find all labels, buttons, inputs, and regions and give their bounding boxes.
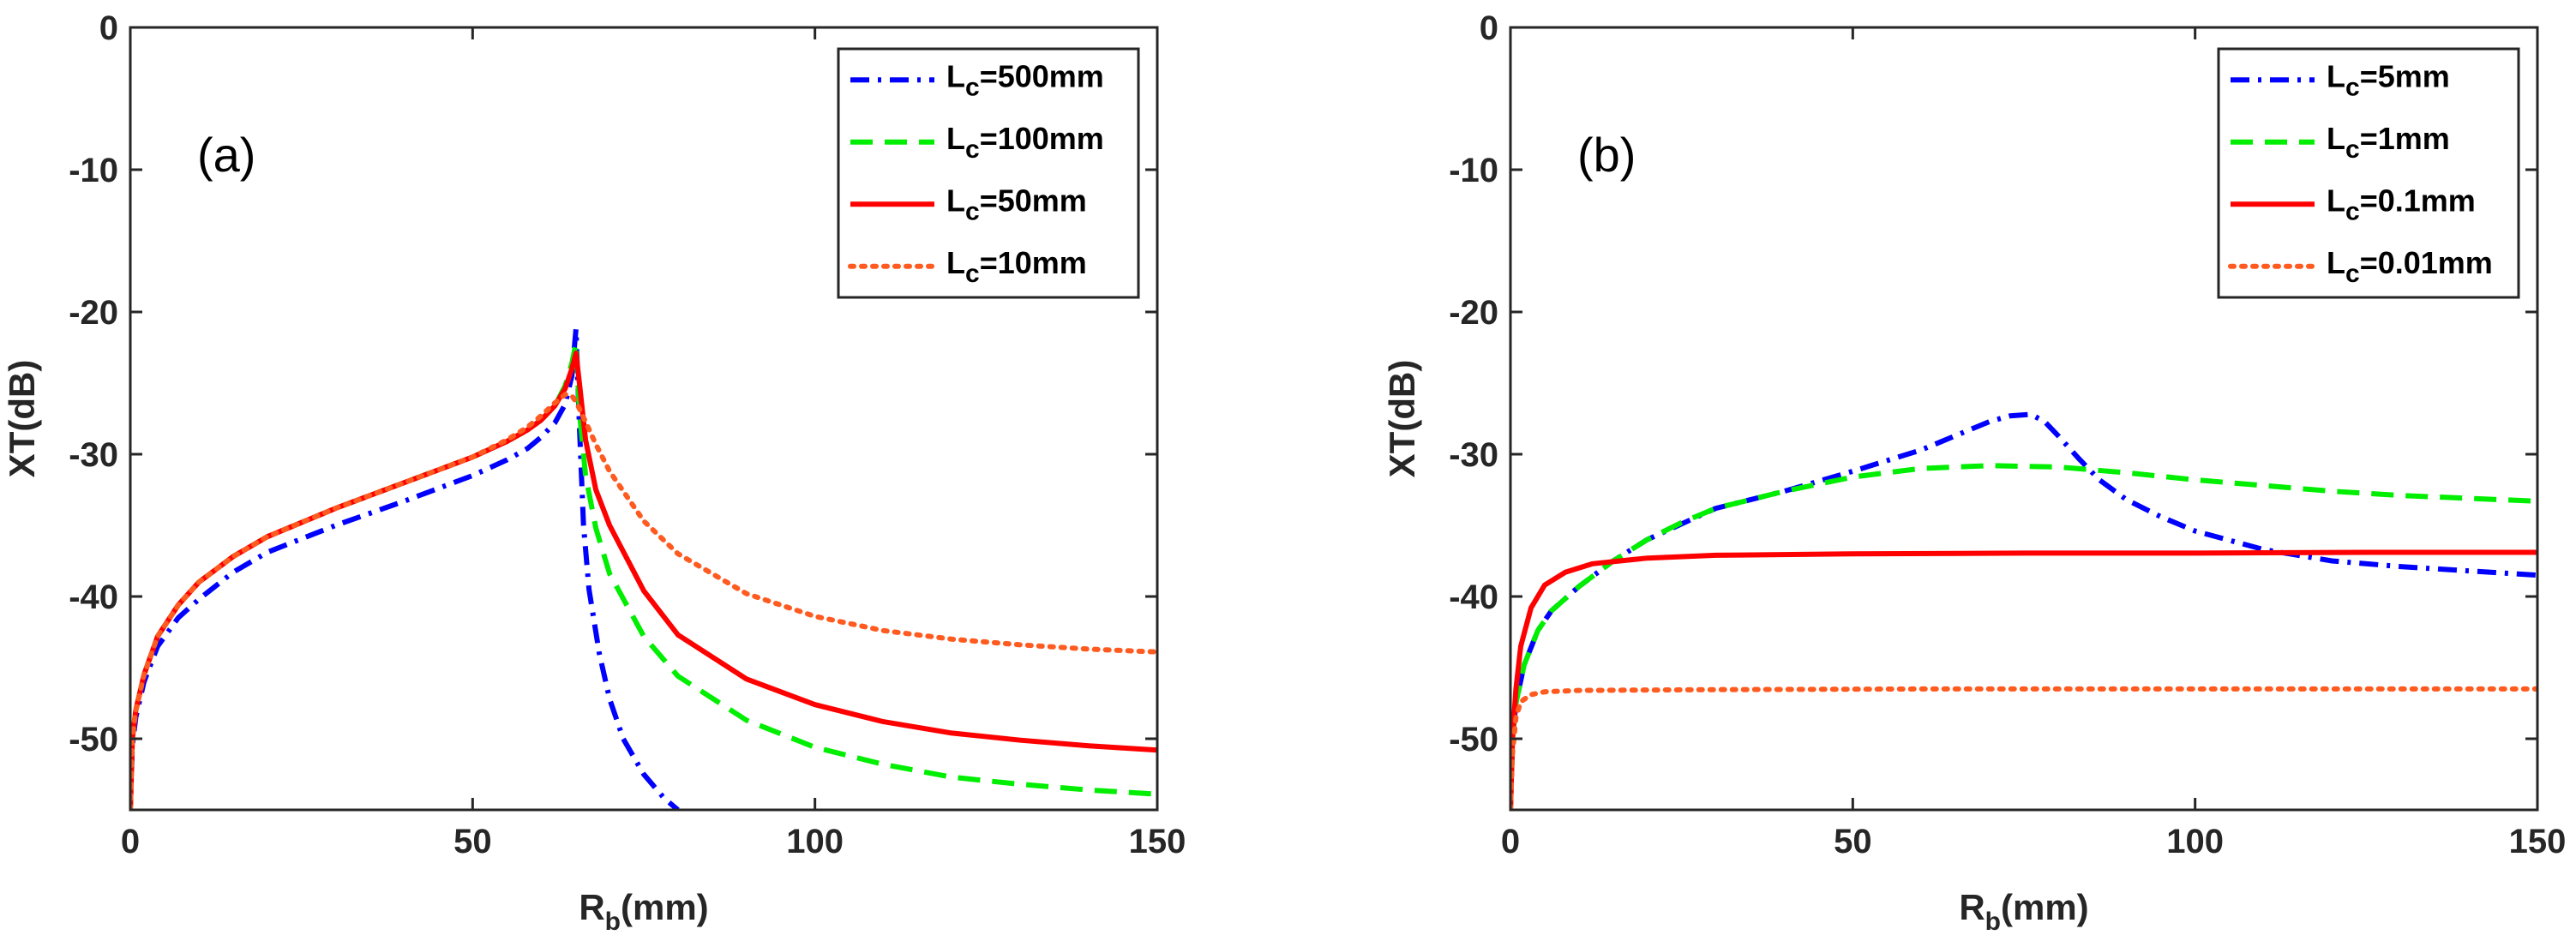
legend-entry-sub: c [2345, 260, 2360, 288]
x-tick-label: 100 [786, 823, 844, 860]
legend-entry-sub: c [2345, 73, 2360, 101]
y-tick-label: -40 [69, 578, 118, 616]
chart-panel-b: 0 -10 -20 -30 -40 -50 0 50 100 150 Rb(mm) XT(dB) (b)… [1382, 9, 2566, 936]
x-tick-label: 50 [1834, 823, 1872, 860]
x-axis-label-sub: b [1985, 908, 2001, 936]
y-tick-label: -10 [69, 152, 118, 189]
x-axis-label-unit: (mm) [2001, 887, 2089, 927]
y-tick-label: 0 [1480, 9, 1498, 47]
y-axis-label: XT(dB) [2, 360, 42, 478]
y-tick-label: -20 [1449, 294, 1498, 332]
legend-entry-sub: c [965, 73, 980, 101]
legend-entry-rest: =100mm [980, 121, 1104, 156]
panel-label: (b) [1577, 128, 1636, 182]
panel-label: (a) [197, 128, 255, 182]
legend-entry-rest: =50mm [980, 183, 1087, 218]
series-line-2 [130, 351, 1157, 810]
legend-entry-rest: =0.1mm [2360, 183, 2476, 218]
y-tick-label: -10 [1449, 152, 1498, 189]
legend-entry-3: Lc=0.01mm [2327, 245, 2493, 288]
x-axis-label-unit: (mm) [621, 887, 709, 927]
y-tick-label: -50 [1449, 721, 1498, 758]
series-line-2 [1510, 549, 2537, 810]
x-tick-label: 0 [121, 823, 140, 860]
legend-entry-main: L [2327, 183, 2345, 218]
axes-box [129, 26, 1159, 812]
chart-panel-a: 0 -10 -20 -30 -40 -50 0 50 100 150 Rb(mm) XT(dB) (a)… [2, 9, 1186, 936]
series-line-1 [1510, 463, 2537, 810]
x-axis-label: Rb(mm) [579, 887, 708, 936]
legend-entry-main: L [2327, 121, 2345, 156]
x-tick-label: 150 [2509, 823, 2567, 860]
x-axis-label: Rb(mm) [1959, 887, 2088, 936]
legend-entry-2: Lc=50mm [946, 183, 1087, 225]
legend-entry-3: Lc=10mm [946, 245, 1087, 288]
legend-entry-main: L [946, 183, 965, 218]
y-tick-label: -40 [1449, 578, 1498, 616]
legend-entry-main: L [946, 58, 965, 93]
x-tick-label: 50 [453, 823, 492, 860]
legend-entry-1: Lc=1mm [2327, 121, 2450, 164]
legend-box [837, 47, 1140, 299]
series-line-3 [130, 392, 1157, 810]
legend-entry-main: L [946, 245, 965, 280]
legend-entry-rest: =500mm [980, 58, 1104, 93]
legend-entry-main: L [2327, 58, 2345, 93]
x-axis-label-main: R [1959, 887, 1985, 927]
legend-entry-2: Lc=0.1mm [2327, 183, 2476, 225]
x-tick-label: 0 [1501, 823, 1520, 860]
axes-box [1509, 26, 2539, 812]
legend-entry-sub: c [2345, 135, 2360, 164]
legend-entry-0: Lc=5mm [2327, 58, 2450, 101]
y-axis-label: XT(dB) [1382, 360, 1422, 478]
x-tick-label: 100 [2166, 823, 2224, 860]
legend-entry-sub: c [965, 197, 980, 225]
series-line-3 [1510, 686, 2537, 810]
x-tick-label: 150 [1129, 823, 1186, 860]
x-axis-label-main: R [579, 887, 604, 927]
series-line-0 [1510, 411, 2537, 810]
x-axis-label-sub: b [605, 908, 621, 936]
y-tick-label: -30 [1449, 436, 1498, 474]
y-tick-label: -20 [69, 294, 118, 332]
legend-entry-main: L [946, 121, 965, 156]
legend-box [2217, 47, 2520, 299]
legend-entry-main: L [2327, 245, 2345, 280]
y-tick-label: -30 [69, 436, 118, 474]
y-tick-label: -50 [69, 721, 118, 758]
series-line-0 [130, 326, 680, 810]
legend-entry-sub: c [965, 135, 980, 164]
legend-entry-sub: c [2345, 197, 2360, 225]
y-tick-label: 0 [99, 9, 118, 47]
legend-entry-1: Lc=100mm [946, 121, 1104, 164]
legend-entry-rest: =10mm [980, 245, 1087, 280]
legend-entry-rest: =5mm [2360, 58, 2450, 93]
legend-entry-0: Lc=500mm [946, 58, 1104, 101]
legend-entry-rest: =1mm [2360, 121, 2450, 156]
legend-entry-rest: =0.01mm [2360, 245, 2493, 280]
legend-entry-sub: c [965, 260, 980, 288]
